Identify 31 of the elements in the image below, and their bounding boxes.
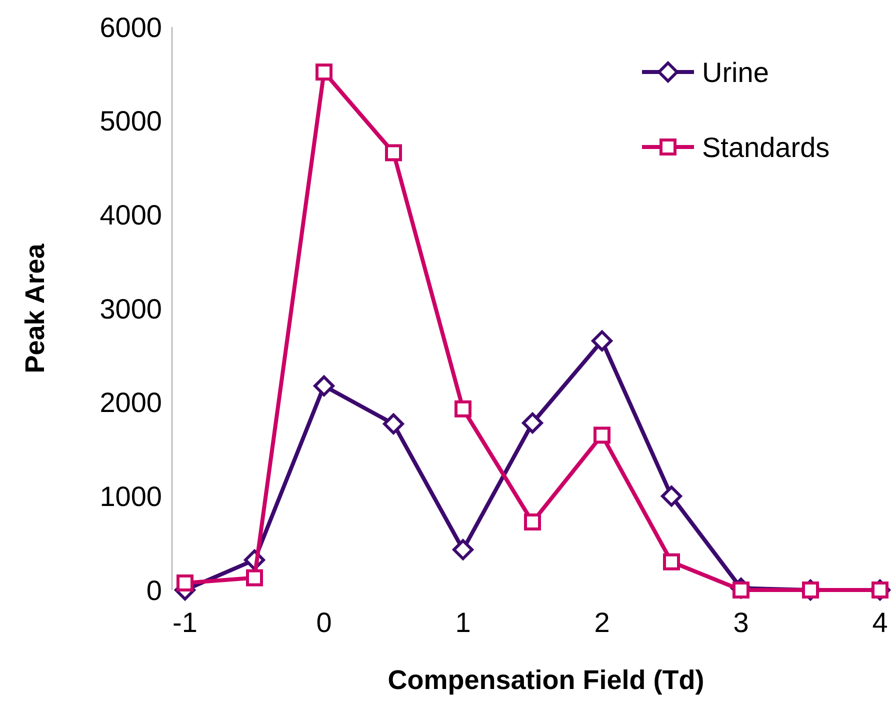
point	[385, 144, 402, 162]
point	[524, 513, 541, 530]
point	[176, 574, 194, 592]
y-tick-label: 1000	[100, 480, 162, 512]
x-tick-label: -1	[172, 607, 198, 638]
y-tick-label: 3000	[100, 293, 162, 324]
x-tick-label: 4	[872, 607, 888, 638]
y-tick-label: 2000	[100, 387, 162, 418]
x-tick-label: 2	[594, 607, 610, 638]
legend-label: Urine	[702, 56, 769, 88]
point	[246, 569, 263, 586]
y-axis-title: Peak Area	[20, 242, 50, 374]
x-axis-title: Compensation Field (Td)	[388, 665, 704, 695]
point	[661, 486, 682, 507]
x-tick-label: 3	[733, 607, 749, 638]
point	[592, 330, 612, 352]
y-tick-label: 6000	[100, 12, 162, 43]
point	[316, 64, 332, 81]
point	[663, 553, 680, 570]
x-tick-label: 0	[316, 607, 332, 638]
point	[383, 413, 404, 434]
y-tick-label: 5000	[100, 106, 162, 137]
point	[454, 400, 472, 418]
point	[314, 375, 334, 396]
y-tick-label: 0	[146, 574, 162, 606]
x-tick-label: 1	[455, 607, 471, 638]
legend-label: Standards	[702, 132, 830, 163]
point	[594, 426, 610, 444]
y-tick-label: 4000	[100, 199, 162, 230]
point	[452, 539, 474, 560]
point	[522, 412, 543, 434]
